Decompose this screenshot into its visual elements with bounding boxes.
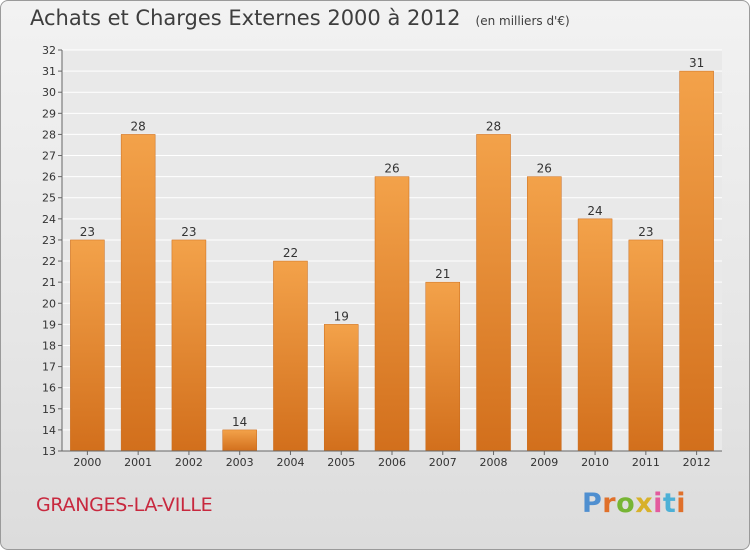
data-label-2008: 28 [486, 119, 501, 133]
logo-letter: i [653, 488, 663, 519]
y-tick-label: 31 [42, 65, 56, 78]
data-label-2004: 22 [283, 246, 298, 260]
y-tick-label: 13 [42, 445, 56, 458]
bar-2004 [273, 260, 308, 452]
bar-2006 [374, 176, 410, 452]
x-tick-label-2009: 2009 [530, 456, 558, 469]
y-tick-label: 27 [42, 150, 56, 163]
x-tick-label-2011: 2011 [632, 456, 660, 469]
y-tick-label: 23 [42, 234, 56, 247]
logo-letter: o [616, 488, 636, 519]
logo-letter: x [635, 488, 654, 519]
bar-2000 [70, 239, 105, 452]
data-label-2005: 19 [334, 309, 349, 323]
y-tick-label: 28 [42, 128, 56, 141]
y-tick-label: 17 [42, 361, 56, 374]
x-tick-label-2000: 2000 [73, 456, 101, 469]
data-label-2000: 23 [80, 225, 95, 239]
bar-2005 [323, 324, 359, 452]
chart-title: Achats et Charges Externes 2000 à 2012 (… [30, 6, 570, 30]
logo-letter: i [676, 488, 687, 519]
y-tick-label: 32 [42, 44, 56, 57]
logo-letter: t [662, 488, 677, 519]
data-label-2007: 21 [435, 267, 450, 281]
data-label-2001: 28 [131, 119, 146, 133]
y-tick-label: 15 [42, 403, 56, 416]
bar-2001 [120, 134, 156, 452]
y-tick-label: 20 [42, 297, 56, 310]
y-tick-label: 22 [42, 255, 56, 268]
logo-letter: r [602, 488, 617, 519]
x-tick-label-2003: 2003 [226, 456, 254, 469]
data-label-2002: 23 [181, 225, 196, 239]
data-label-2012: 31 [689, 56, 704, 70]
y-tick-label: 14 [42, 424, 56, 437]
y-tick-label: 19 [42, 318, 56, 331]
y-tick-label: 18 [42, 339, 56, 352]
x-tick-label-2010: 2010 [581, 456, 609, 469]
bar-2011 [628, 239, 664, 452]
chart-unit: (en milliers d'€) [475, 14, 570, 28]
bar-2003 [222, 429, 257, 452]
bar-2002 [171, 239, 207, 452]
proxiti-logo: Proxiti [582, 488, 686, 519]
y-tick-label: 26 [42, 171, 56, 184]
y-tick-label: 21 [42, 276, 56, 289]
commune-name: GRANGES-LA-VILLE [36, 494, 213, 516]
x-tick-label-2001: 2001 [124, 456, 152, 469]
x-tick-label-2005: 2005 [327, 456, 355, 469]
data-label-2003: 14 [232, 415, 247, 429]
y-tick-label: 25 [42, 192, 56, 205]
data-label-2009: 26 [537, 162, 552, 176]
y-tick-label: 29 [42, 107, 56, 120]
bar-2007 [425, 281, 461, 452]
x-tick-label-2004: 2004 [276, 456, 304, 469]
x-tick-label-2008: 2008 [480, 456, 508, 469]
y-tick-label: 24 [42, 213, 56, 226]
bar-2008 [476, 134, 511, 452]
data-label-2006: 26 [384, 162, 399, 176]
y-tick-label: 30 [42, 86, 56, 99]
bar-2010 [577, 218, 613, 452]
x-tick-label-2006: 2006 [378, 456, 406, 469]
y-tick-label: 16 [42, 382, 56, 395]
chart-title-text: Achats et Charges Externes 2000 à 2012 [30, 6, 461, 30]
logo-letter: P [582, 488, 603, 519]
x-tick-label-2007: 2007 [429, 456, 457, 469]
data-label-2011: 23 [638, 225, 653, 239]
x-tick-label-2002: 2002 [175, 456, 203, 469]
bar-2012 [679, 70, 714, 452]
data-label-2010: 24 [587, 204, 602, 218]
x-tick-label-2012: 2012 [683, 456, 711, 469]
bar-2009 [527, 176, 562, 452]
